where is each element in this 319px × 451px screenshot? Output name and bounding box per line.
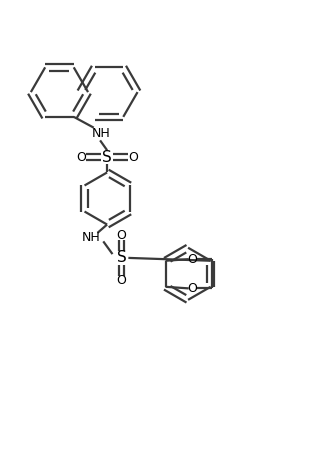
Text: O: O — [128, 151, 138, 164]
Text: O: O — [188, 253, 197, 266]
Text: O: O — [188, 282, 197, 295]
Text: O: O — [116, 229, 126, 242]
Text: NH: NH — [91, 127, 110, 140]
Text: S: S — [116, 250, 126, 265]
Text: S: S — [102, 150, 112, 165]
Text: O: O — [116, 274, 126, 287]
Text: NH: NH — [82, 231, 100, 244]
Text: O: O — [76, 151, 86, 164]
